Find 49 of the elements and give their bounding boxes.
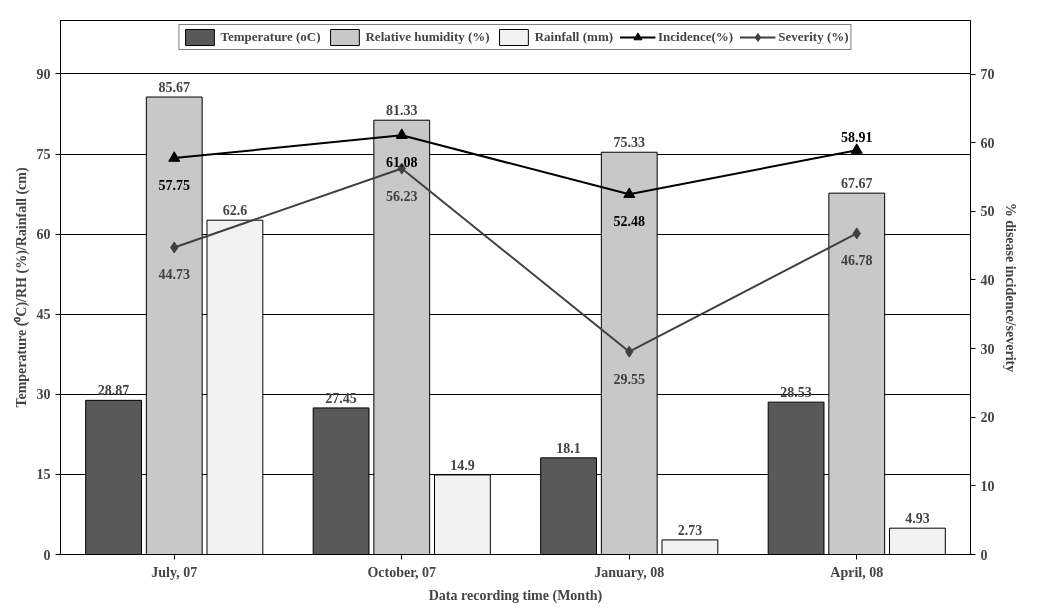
point bbox=[168, 151, 181, 162]
legend-label: Temperature (oC) bbox=[220, 29, 321, 45]
data-label: 62.6 bbox=[222, 203, 248, 219]
y2-tick-label: 0 bbox=[980, 547, 988, 563]
y2-tick-label: 70 bbox=[980, 67, 995, 83]
y2-axis-title: % disease incidence/severity bbox=[1002, 202, 1018, 373]
data-label: 67.67 bbox=[841, 176, 873, 192]
data-label: 18.1 bbox=[556, 440, 581, 456]
x-tick-label: July, 07 bbox=[151, 564, 198, 580]
x-tick-label: October, 07 bbox=[367, 564, 437, 580]
data-label: 57.75 bbox=[158, 178, 190, 194]
y-tick-label: 15 bbox=[36, 467, 51, 483]
y-axis-title: Temperature (⁰C)/RH (%)/Rainfall (cm) bbox=[12, 167, 30, 408]
data-label: 4.93 bbox=[905, 511, 930, 527]
y2-tick-label: 20 bbox=[980, 410, 995, 426]
data-label: 61.08 bbox=[386, 155, 418, 171]
y-tick-label: 30 bbox=[36, 387, 51, 403]
y2-tick-label: 50 bbox=[980, 204, 995, 220]
data-label: 44.73 bbox=[158, 267, 190, 283]
y-tick-label: 60 bbox=[36, 227, 51, 243]
data-label: 52.48 bbox=[613, 214, 645, 230]
data-label: 56.23 bbox=[386, 188, 418, 204]
legend-label: Incidence(%) bbox=[658, 29, 734, 45]
y2-tick-label: 30 bbox=[980, 341, 995, 357]
legend-label: Severity (%) bbox=[778, 29, 849, 45]
data-label: 46.78 bbox=[841, 253, 873, 269]
data-label: 29.55 bbox=[613, 371, 645, 387]
x-axis-title: Data recording time (Month) bbox=[428, 587, 603, 604]
point bbox=[623, 187, 636, 198]
data-label: 58.91 bbox=[841, 130, 873, 146]
point bbox=[850, 143, 863, 154]
data-label: 75.33 bbox=[613, 135, 645, 151]
data-label: 2.73 bbox=[677, 522, 703, 538]
legend-label: Relative humidity (%) bbox=[365, 29, 490, 45]
x-tick-label: April, 08 bbox=[830, 564, 884, 580]
x-tick-label: January, 08 bbox=[594, 564, 665, 580]
y2-tick-label: 60 bbox=[980, 135, 995, 151]
y-tick-label: 75 bbox=[36, 147, 51, 162]
legend-label: Rainfall (mm) bbox=[534, 29, 614, 45]
data-label: 81.33 bbox=[386, 103, 418, 119]
y-tick-label: 0 bbox=[43, 547, 51, 563]
data-label: 27.45 bbox=[325, 390, 357, 406]
y2-tick-label: 40 bbox=[980, 272, 995, 288]
y-tick-label: 45 bbox=[36, 307, 51, 323]
data-label: 14.9 bbox=[450, 457, 475, 473]
y2-tick-label: 10 bbox=[980, 478, 995, 494]
data-label: 85.67 bbox=[158, 80, 190, 96]
point bbox=[395, 128, 408, 139]
y-tick-label: 90 bbox=[36, 66, 51, 82]
